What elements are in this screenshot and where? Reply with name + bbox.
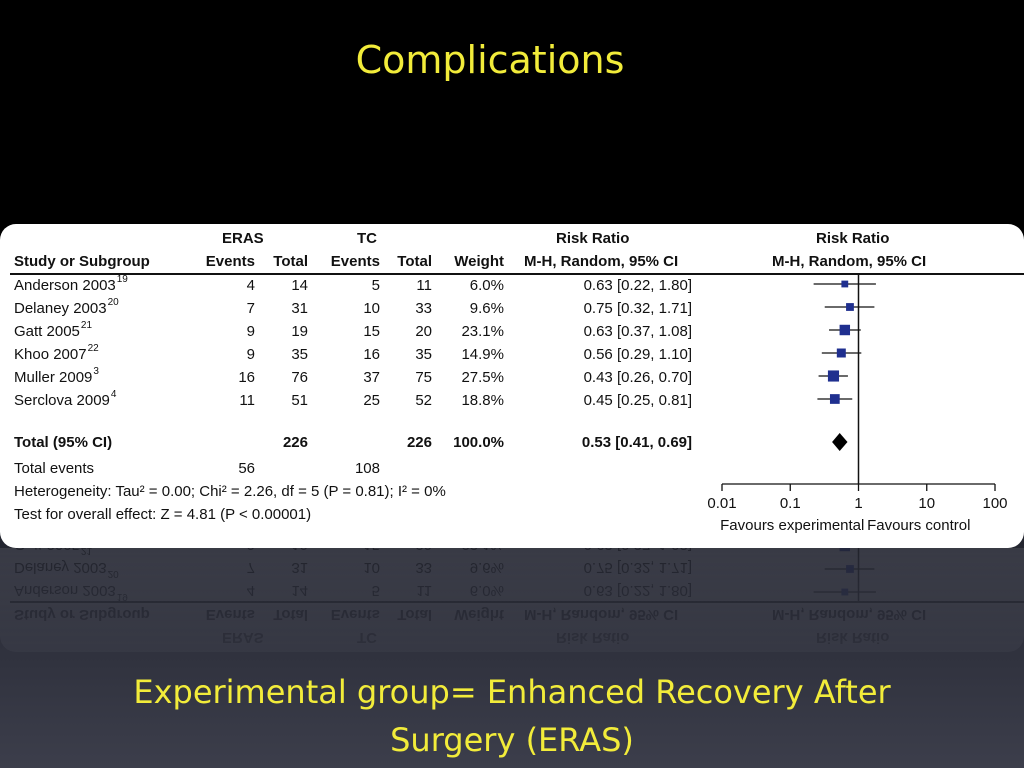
favours-experimental-label: Favours experimental xyxy=(720,517,864,534)
total-eras: 226 xyxy=(282,434,308,451)
total-events-label: Total events xyxy=(14,460,95,477)
favours-control-label: Favours control xyxy=(867,517,970,534)
eras-events: 7 xyxy=(246,300,255,317)
header-eras: ERAS xyxy=(222,230,264,247)
header-study: Study or Subgroup xyxy=(14,253,150,270)
eras-events: 9 xyxy=(246,346,255,363)
eras-total: 19 xyxy=(291,323,308,340)
header-rr-method: M-H, Random, 95% CI xyxy=(524,253,679,270)
heterogeneity-text: Heterogeneity: Tau² = 0.00; Chi² = 2.26,… xyxy=(14,483,446,500)
tc-events: 25 xyxy=(363,392,380,409)
tc-total: 11 xyxy=(416,277,432,294)
study-marker xyxy=(846,303,854,311)
study-reference: 3 xyxy=(93,366,99,377)
tc-total: 33 xyxy=(415,300,432,317)
header-eras-total: Total xyxy=(273,253,308,270)
study-name: Delaney 2003 xyxy=(14,300,107,317)
study-ci: 0.45 [0.25, 0.81] xyxy=(583,392,692,409)
study-name: Serclova 2009 xyxy=(14,392,110,409)
study-weight: 27.5% xyxy=(461,369,504,386)
panel-reflection-copy: ERAS TC Risk Ratio Risk Ratio Study or S… xyxy=(0,548,1024,652)
total-tc: 226 xyxy=(406,434,432,451)
study-name: Khoo 2007 xyxy=(14,346,87,363)
study-reference: 22 xyxy=(87,343,99,354)
study-weight: 9.6% xyxy=(469,300,504,317)
tc-total: 35 xyxy=(415,346,432,363)
header-eras-events: Events xyxy=(205,253,255,270)
study-reference: 4 xyxy=(110,389,117,400)
header-risk-ratio: Risk Ratio xyxy=(556,230,630,247)
header-weight: Weight xyxy=(454,253,504,270)
study-ci: 0.43 [0.26, 0.70] xyxy=(583,369,692,386)
study-ci: 0.56 [0.29, 1.10] xyxy=(583,346,692,363)
header-plot-risk-ratio: Risk Ratio xyxy=(816,230,890,247)
total-events-tc: 108 xyxy=(354,460,380,477)
eras-events: 11 xyxy=(239,392,255,409)
study-weight: 6.0% xyxy=(469,277,504,294)
x-tick-label: 100 xyxy=(982,495,1007,512)
eras-events: 4 xyxy=(246,277,255,294)
tc-total: 20 xyxy=(415,323,432,340)
header-tc-total: Total xyxy=(397,253,432,270)
tc-events: 15 xyxy=(363,323,380,340)
eras-total: 35 xyxy=(291,346,308,363)
tc-events: 37 xyxy=(363,369,380,386)
caption-line-1: Experimental group= Enhanced Recovery Af… xyxy=(133,673,891,711)
study-marker xyxy=(836,348,846,358)
tc-events: 5 xyxy=(371,277,380,294)
panel-reflection: ERAS TC Risk Ratio Risk Ratio Study or S… xyxy=(0,548,1024,652)
header-rule xyxy=(10,273,1024,275)
study-reference: 20 xyxy=(107,297,119,308)
study-marker xyxy=(839,324,851,336)
eras-events: 16 xyxy=(238,369,255,386)
eras-total: 14 xyxy=(291,277,308,294)
total-events-eras: 56 xyxy=(238,460,255,477)
tc-events: 10 xyxy=(363,300,380,317)
eras-total: 31 xyxy=(291,300,308,317)
forest-plot: 0.01 0.1 1 10 100 Favours experimental Favours… xyxy=(707,275,1008,534)
x-tick-label: 0.1 xyxy=(780,495,801,512)
tc-events: 16 xyxy=(363,346,380,363)
pooled-diamond xyxy=(832,433,848,451)
slide-title: Complications xyxy=(355,38,625,82)
study-name: Muller 2009 xyxy=(14,369,93,386)
slide-caption: Experimental group= Enhanced Recovery Af… xyxy=(0,668,1024,764)
study-name: Anderson 2003 xyxy=(14,277,116,294)
header-tc: TC xyxy=(357,230,377,247)
tc-total: 52 xyxy=(415,392,432,409)
header-plot-method: M-H, Random, 95% CI xyxy=(772,253,927,270)
x-tick-label: 0.01 xyxy=(707,495,736,512)
total-label: Total (95% CI) xyxy=(14,434,113,451)
study-weight: 23.1% xyxy=(461,323,504,340)
header-tc-events: Events xyxy=(330,253,380,270)
x-tick-label: 1 xyxy=(854,495,862,512)
study-name: Gatt 2005 xyxy=(14,323,80,340)
study-ci: 0.63 [0.37, 1.08] xyxy=(583,323,692,340)
total-weight: 100.0% xyxy=(453,434,504,451)
study-weight: 18.8% xyxy=(461,392,504,409)
total-ci: 0.53 [0.41, 0.69] xyxy=(581,434,692,451)
reflection-study-marker xyxy=(841,588,849,596)
study-marker xyxy=(841,280,849,288)
study-marker xyxy=(829,394,840,404)
caption-line-2: Surgery (ERAS) xyxy=(390,721,634,759)
eras-total: 51 xyxy=(291,392,308,409)
eras-events: 9 xyxy=(246,323,255,340)
study-reference: 21 xyxy=(80,320,93,331)
study-ci: 0.63 [0.22, 1.80] xyxy=(583,277,692,294)
reflection-study-marker xyxy=(839,548,851,552)
tc-total: 75 xyxy=(415,369,432,386)
study-weight: 14.9% xyxy=(461,346,504,363)
study-marker xyxy=(827,370,840,382)
eras-total: 76 xyxy=(291,369,308,386)
reflection-study-marker xyxy=(846,565,854,573)
x-tick-label: 10 xyxy=(918,495,935,512)
study-reference: 19 xyxy=(116,274,128,285)
forest-plot-panel: ERAS TC Risk Ratio Risk Ratio Study or S… xyxy=(0,224,1024,548)
overall-effect-text: Test for overall effect: Z = 4.81 (P < 0… xyxy=(14,506,312,523)
study-ci: 0.75 [0.32, 1.71] xyxy=(583,300,692,317)
